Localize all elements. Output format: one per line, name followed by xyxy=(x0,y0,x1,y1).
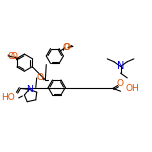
Text: HO: HO xyxy=(1,93,15,102)
Text: O: O xyxy=(116,79,123,88)
Text: N: N xyxy=(117,61,124,71)
Text: OH: OH xyxy=(125,84,139,93)
Text: O: O xyxy=(10,52,17,61)
Text: O: O xyxy=(7,52,15,61)
Text: O: O xyxy=(64,43,71,52)
Text: O: O xyxy=(63,43,70,52)
Text: O: O xyxy=(36,73,43,82)
Text: N: N xyxy=(26,85,33,94)
